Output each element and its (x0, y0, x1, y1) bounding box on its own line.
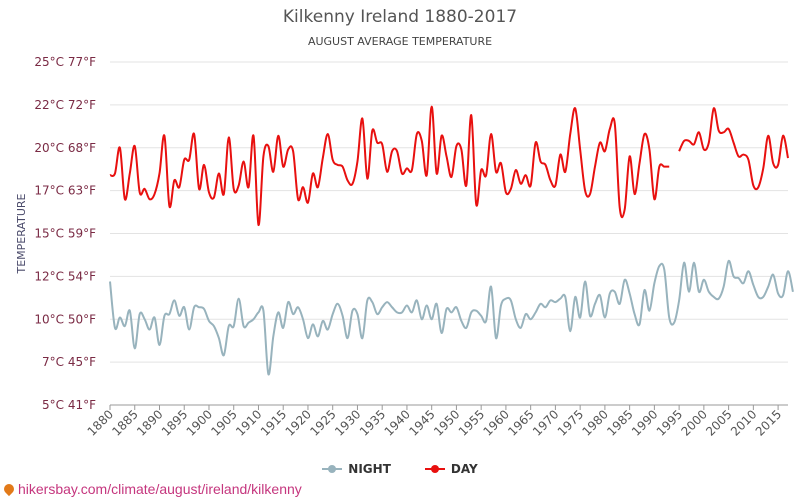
x-tick-label: 1945 (406, 407, 437, 438)
x-tick-label: 1895 (159, 407, 190, 438)
y-tick-label: 12°C 54°F (34, 269, 96, 283)
x-tick-label: 1935 (357, 407, 388, 438)
x-tick-label: 1985 (604, 407, 635, 438)
x-tick-label: 2010 (728, 407, 759, 438)
series-night-line (109, 259, 794, 376)
y-tick-label: 17°C 63°F (34, 184, 96, 198)
x-tick-label: 1915 (258, 407, 289, 438)
x-tick-label: 1975 (555, 407, 586, 438)
x-tick-label: 1900 (184, 407, 215, 438)
legend-item-night[interactable]: NIGHT (322, 462, 391, 476)
x-tick-label: 1995 (654, 407, 685, 438)
legend-day-label: DAY (450, 462, 478, 476)
x-tick-label: 1890 (134, 407, 165, 438)
x-tick-label: 1990 (629, 407, 660, 438)
x-tick-label: 1925 (307, 407, 338, 438)
x-tick-label: 1940 (382, 407, 413, 438)
temperature-line-chart: 5°C 41°F 7°C 45°F 10°C 50°F 12°C 54°F 15°C 5… (15, 55, 794, 439)
y-tick-label: 15°C 59°F (34, 227, 96, 241)
series-day-line (678, 107, 789, 191)
x-tick-label: 1950 (431, 407, 462, 438)
x-tick-label: 1905 (208, 407, 239, 438)
y-tick-label: 22°C 72°F (34, 98, 96, 112)
y-tick-label: 7°C 45°F (42, 355, 96, 369)
x-tick-label: 1920 (283, 407, 314, 438)
y-axis-title: TEMPERATURE (15, 193, 28, 274)
chart-legend: NIGHT DAY (0, 462, 800, 476)
x-tick-label: 1970 (530, 407, 561, 438)
x-tick-label: 1965 (505, 407, 536, 438)
x-tick-label: 1885 (109, 407, 140, 438)
source-link-text: hikersbay.com/climate/august/ireland/kil… (18, 481, 302, 497)
location-pin-icon (1, 481, 17, 497)
legend-item-day[interactable]: DAY (424, 462, 478, 476)
legend-night-swatch (322, 465, 343, 473)
legend-day-swatch (424, 465, 445, 473)
x-tick-label: 2015 (753, 407, 784, 438)
x-tick-label: 1930 (332, 407, 363, 438)
x-tick-label: 1910 (233, 407, 264, 438)
chart-subtitle: AUGUST AVERAGE TEMPERATURE (307, 35, 493, 48)
y-tick-label: 20°C 68°F (34, 141, 96, 155)
chart-title: Kilkenny Ireland 1880-2017 (282, 7, 518, 27)
y-tick-label: 10°C 50°F (34, 312, 96, 326)
x-tick-label: 1955 (456, 407, 487, 438)
x-tick-label: 1980 (580, 407, 611, 438)
x-tick-label: 1960 (481, 407, 512, 438)
y-tick-label: 5°C 41°F (42, 398, 96, 412)
source-link[interactable]: hikersbay.com/climate/august/ireland/kil… (1, 481, 302, 497)
series-day-line (109, 105, 670, 226)
x-tick-label: 2000 (678, 407, 709, 438)
y-tick-label: 25°C 77°F (34, 55, 96, 69)
legend-night-label: NIGHT (348, 462, 391, 476)
x-tick-label: 2005 (703, 407, 734, 438)
